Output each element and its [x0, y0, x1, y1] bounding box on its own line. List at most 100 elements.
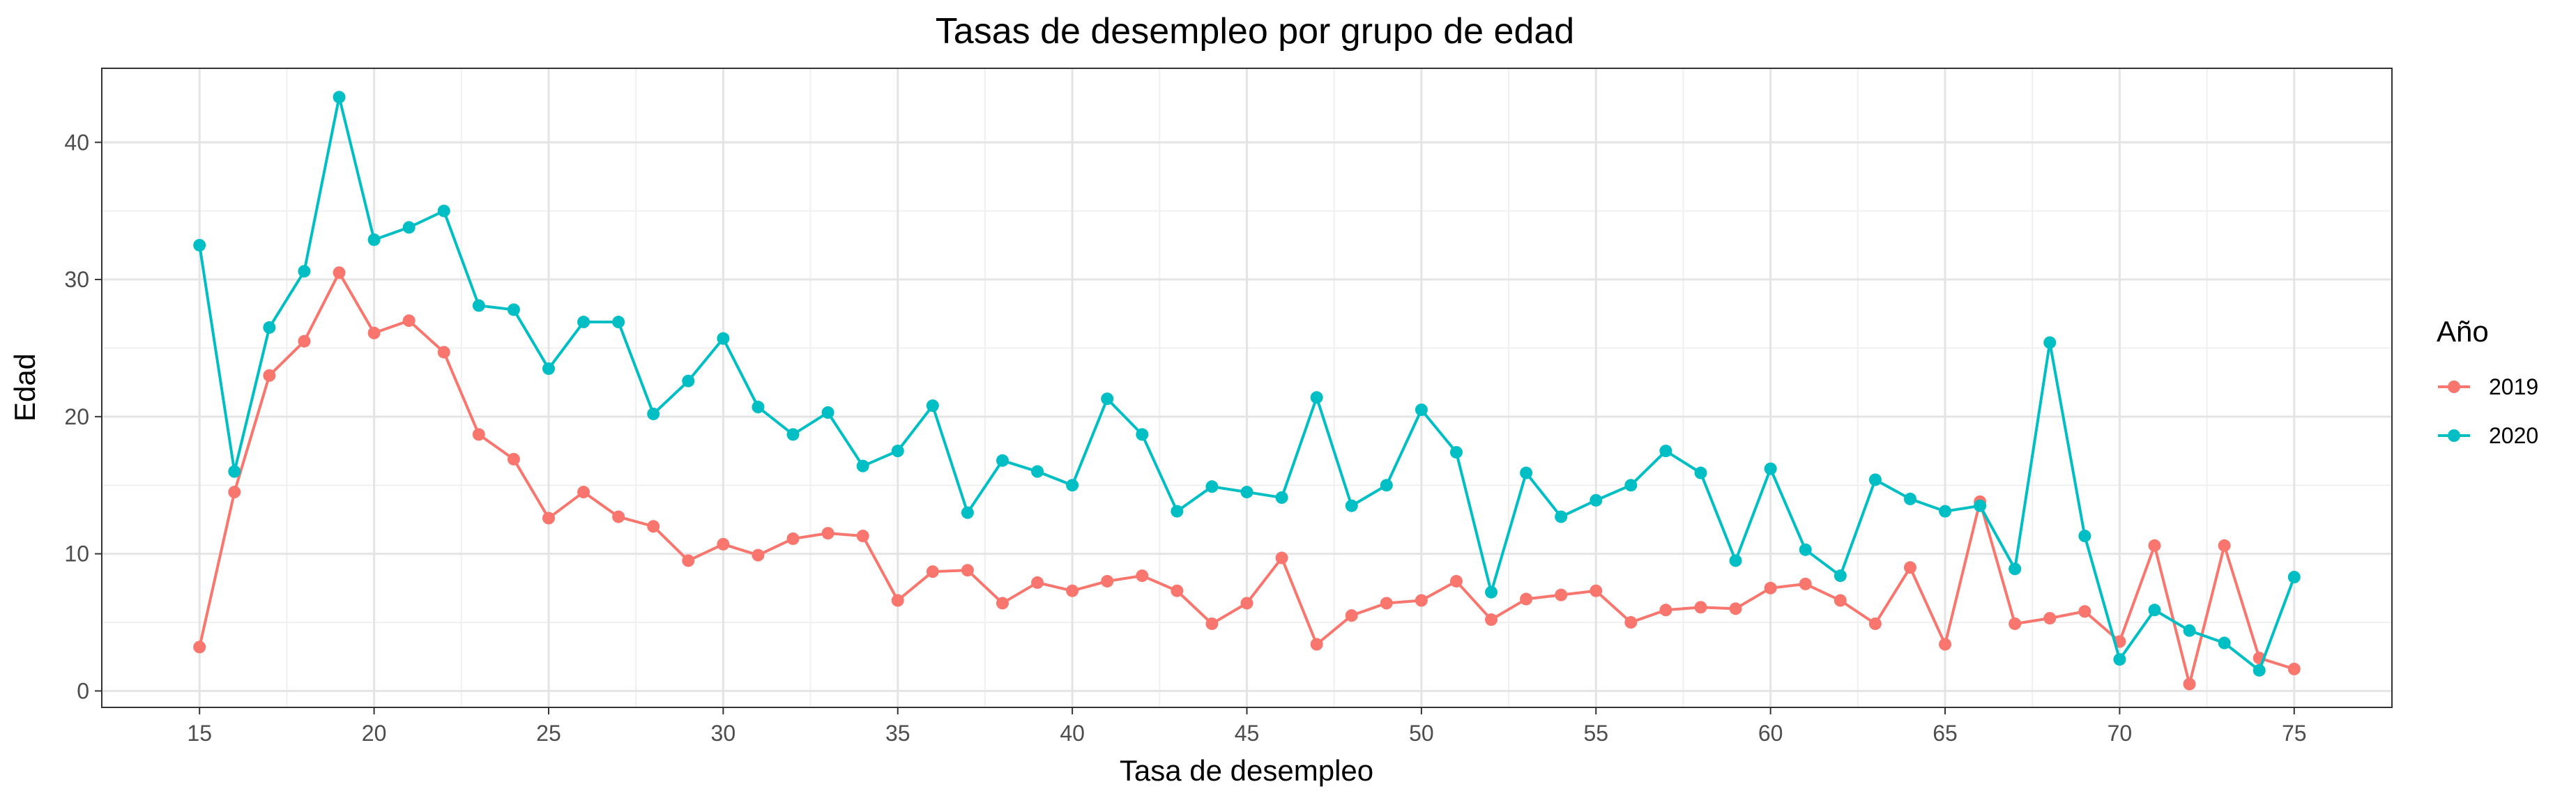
- data-point-2020: [1903, 492, 1916, 505]
- data-point-2020: [1555, 510, 1568, 523]
- data-point-2020: [1694, 466, 1707, 479]
- legend-label: 2019: [2489, 374, 2538, 399]
- data-point-2020: [1415, 403, 1428, 416]
- data-point-2020: [2287, 571, 2301, 584]
- data-point-2020: [996, 454, 1009, 467]
- data-point-2020: [1380, 479, 1393, 492]
- data-point-2020: [402, 221, 416, 234]
- data-point-2020: [647, 407, 660, 420]
- data-point-2019: [1799, 577, 1812, 590]
- data-point-2019: [1031, 576, 1044, 589]
- data-point-2020: [786, 428, 800, 441]
- legend-title: Año: [2437, 315, 2489, 348]
- y-tick-label: 40: [64, 130, 89, 155]
- data-point-2019: [2287, 662, 2301, 675]
- data-point-2020: [717, 332, 730, 345]
- data-point-2019: [2183, 677, 2196, 691]
- data-point-2020: [1868, 473, 1882, 486]
- data-point-2020: [193, 238, 206, 252]
- data-point-2019: [1764, 581, 1777, 594]
- legend: Año 2019 2020: [2437, 315, 2538, 448]
- data-point-2020: [1520, 466, 1533, 479]
- data-point-2019: [682, 554, 695, 567]
- data-point-2020: [577, 316, 590, 329]
- data-point-2019: [1136, 569, 1149, 583]
- data-point-2019: [402, 314, 416, 328]
- y-tick-label: 30: [64, 267, 89, 292]
- data-point-2019: [1171, 584, 1184, 597]
- series-2020: [193, 91, 2301, 677]
- data-point-2020: [1624, 479, 1638, 492]
- data-point-2020: [1729, 554, 1742, 567]
- legend-item-2020: 2020: [2438, 423, 2538, 448]
- data-point-2019: [1659, 604, 1672, 617]
- data-point-2019: [298, 335, 311, 348]
- data-point-2019: [1729, 602, 1742, 615]
- data-point-2020: [1834, 569, 1847, 583]
- data-point-2020: [367, 233, 381, 246]
- data-point-2019: [437, 346, 450, 359]
- series-layer: [193, 91, 2301, 691]
- data-point-2019: [647, 520, 660, 533]
- data-point-2020: [1764, 462, 1777, 475]
- data-point-2020: [1171, 505, 1184, 518]
- y-tick-label: 10: [64, 542, 89, 567]
- y-tick-label: 20: [64, 404, 89, 429]
- x-tick-label: 45: [1235, 721, 1260, 746]
- data-point-2019: [612, 510, 625, 523]
- y-axis-title: Edad: [8, 353, 41, 422]
- legend-label: 2020: [2489, 423, 2538, 448]
- data-point-2019: [1590, 584, 1603, 597]
- data-point-2020: [821, 406, 834, 419]
- data-point-2019: [996, 597, 1009, 610]
- data-point-2020: [1939, 505, 1952, 518]
- data-point-2019: [577, 486, 590, 499]
- data-point-2020: [1205, 480, 1219, 493]
- data-point-2019: [856, 530, 869, 543]
- data-point-2019: [1066, 584, 1079, 597]
- data-point-2020: [1275, 491, 1288, 504]
- data-point-2020: [1449, 445, 1463, 459]
- data-point-2019: [1345, 609, 1358, 622]
- data-point-2019: [786, 532, 800, 545]
- grid: [102, 68, 2392, 707]
- data-point-2020: [1136, 428, 1149, 441]
- x-tick-label: 15: [187, 721, 212, 746]
- data-point-2019: [1310, 638, 1323, 651]
- data-point-2020: [228, 465, 241, 478]
- data-point-2020: [682, 374, 695, 388]
- data-point-2019: [752, 548, 765, 562]
- x-tick-label: 20: [362, 721, 387, 746]
- data-point-2020: [263, 321, 276, 334]
- data-point-2019: [1868, 617, 1882, 630]
- data-point-2019: [1449, 574, 1463, 588]
- data-point-2019: [2078, 605, 2091, 618]
- data-point-2020: [2078, 530, 2091, 543]
- data-point-2019: [1520, 592, 1533, 606]
- legend-item-2019: 2019: [2438, 374, 2538, 399]
- data-point-2020: [926, 399, 939, 413]
- data-point-2019: [926, 565, 939, 578]
- data-point-2020: [2043, 336, 2057, 349]
- data-point-2020: [1345, 499, 1358, 512]
- data-point-2019: [891, 594, 904, 607]
- data-point-2019: [717, 537, 730, 551]
- data-point-2019: [1555, 588, 1568, 601]
- data-point-2020: [2148, 604, 2161, 617]
- data-point-2020: [1485, 585, 1498, 599]
- data-point-2020: [1101, 392, 1114, 406]
- y-axis: 0 10 20 30 40: [64, 130, 102, 703]
- data-point-2019: [333, 266, 346, 279]
- data-point-2019: [1101, 574, 1114, 588]
- data-point-2019: [193, 640, 206, 654]
- data-point-2020: [2113, 653, 2126, 666]
- x-tick-label: 25: [536, 721, 561, 746]
- data-point-2019: [2009, 617, 2022, 630]
- data-point-2019: [2218, 539, 2231, 552]
- data-point-2020: [612, 316, 625, 329]
- x-tick-label: 40: [1060, 721, 1085, 746]
- data-point-2019: [1240, 597, 1253, 610]
- data-point-2020: [1240, 486, 1253, 499]
- data-point-2019: [2148, 539, 2161, 552]
- data-point-2019: [1834, 594, 1847, 607]
